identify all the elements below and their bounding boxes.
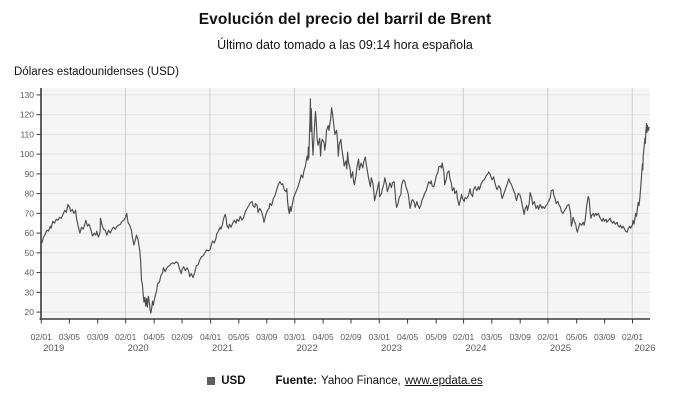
x-tick-label: 04/01 (200, 332, 222, 342)
price-line-usd (40, 98, 650, 314)
x-year-label: 2019 (43, 343, 64, 354)
x-tick-label: 02/01 (31, 332, 53, 342)
y-tick-label: 50 (25, 248, 35, 258)
y-tick-label: 90 (25, 169, 35, 179)
x-year-label: 2023 (381, 343, 402, 354)
x-tick-label: 03/05 (59, 332, 81, 342)
x-tick-label: 04/05 (397, 332, 419, 342)
x-year-label: 2020 (128, 343, 149, 354)
x-tick-label: 02/01 (453, 332, 475, 342)
x-tick-label: 03/09 (510, 332, 532, 342)
x-tick-label: 03/01 (369, 332, 391, 342)
y-tick-label: 30 (25, 287, 35, 297)
x-tick-label: 02/09 (340, 332, 362, 342)
x-tick-label: 05/09 (426, 332, 448, 342)
x-tick-label: 02/01 (622, 332, 644, 342)
legend-item-usd[interactable]: USD (207, 375, 246, 387)
legend-swatch-icon (207, 377, 216, 385)
source-name: Yahoo Finance, (321, 375, 401, 387)
x-tick-label: 05/05 (566, 332, 588, 342)
page-title: Evolución del precio del barril de Brent (198, 11, 492, 28)
legend-label: USD (221, 375, 246, 387)
brent-price-line-chart[interactable]: 20 30 40 50 60 70 80 90 100 110 120 130 02/01 03/05 03… (0, 85, 690, 359)
x-tick-label: 03/01 (284, 332, 306, 342)
x-tick-label: 03/09 (256, 332, 278, 342)
y-tick-label: 60 (25, 228, 35, 238)
source-label: Fuente: (275, 375, 318, 387)
x-tick-label: 04/05 (312, 332, 334, 342)
x-year-label: 2022 (296, 343, 317, 354)
plot-area[interactable] (41, 88, 650, 319)
y-tick-label: 130 (20, 90, 34, 100)
y-tick-label: 40 (25, 268, 35, 278)
x-tick-label: 03/09 (594, 332, 616, 342)
x-tick-label: 03/05 (481, 332, 503, 342)
x-year-label: 2026 (634, 343, 655, 354)
x-tick-label: 05/05 (228, 332, 250, 342)
x-year-label: 2025 (550, 343, 571, 354)
x-tick-label: 02/09 (171, 332, 193, 342)
x-year-label: 2024 (465, 343, 486, 354)
y-tick-label: 70 (25, 208, 35, 218)
y-tick-label: 120 (20, 110, 34, 120)
y-tick-label: 20 (25, 307, 35, 317)
x-tick-label: 02/01 (537, 332, 559, 342)
x-tick-label: 03/09 (87, 332, 109, 342)
y-tick-label: 100 (20, 149, 34, 159)
y-axis-title: Dólares estadounidenses (USD) (14, 66, 179, 78)
x-tick-label: 04/05 (144, 332, 166, 342)
chart-subtitle: Último dato tomado a las 09:14 hora espa… (217, 38, 473, 52)
chart-footer: USD Fuente: Yahoo Finance, www.epdata.es (0, 375, 690, 387)
source-attribution: Fuente: Yahoo Finance, www.epdata.es (276, 375, 483, 387)
y-tick-label: 80 (25, 189, 35, 199)
x-tick-label: 02/01 (115, 332, 137, 342)
x-year-label: 2021 (212, 343, 233, 354)
y-tick-label: 110 (20, 129, 34, 139)
epdata-link[interactable]: www.epdata.es (404, 375, 483, 387)
